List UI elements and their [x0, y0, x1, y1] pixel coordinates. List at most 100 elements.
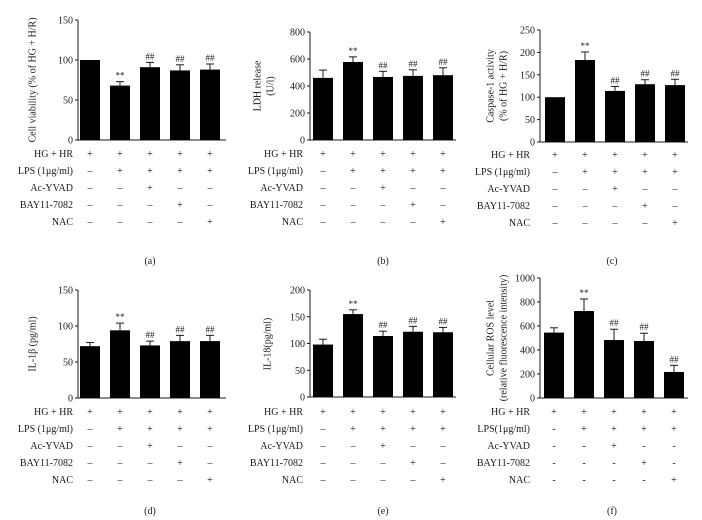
panel-e-condition-sign: – — [320, 441, 327, 452]
panel-d-y-axis-label: IL-1β (pg/ml) — [28, 316, 39, 371]
panel-c-bar-4 — [635, 84, 655, 142]
panel-c-ytick-label-150: 150 — [520, 70, 535, 81]
panel-c-condition-label-lps-1-g-ml: LPS (1μg/ml) — [475, 167, 530, 178]
panel-c-condition-label-ac-yvad: Ac-YVAD — [487, 184, 530, 195]
panel-d-condition-sign: + — [147, 424, 153, 435]
panel-e-condition-sign: + — [440, 424, 446, 435]
panel-c-condition-sign: – — [582, 184, 589, 195]
panel-e-ytick-label-200: 200 — [290, 286, 305, 297]
panel-b-y-axis-label-line-2: (U/l) — [266, 76, 277, 95]
panel-c-condition-sign: – — [582, 201, 589, 212]
panel-f-caption: (f) — [607, 506, 617, 517]
panel-b-significance-4: ## — [409, 59, 419, 69]
panel-c-ytick-label-200: 200 — [520, 48, 535, 59]
panel-d-condition-sign: – — [117, 458, 124, 469]
panel-c-ytick-label-100: 100 — [520, 93, 535, 104]
panel-d-significance-4: ## — [176, 324, 186, 334]
panel-e-condition-sign: + — [350, 424, 356, 435]
panel-f-condition-sign: - — [552, 458, 555, 469]
panel-d-ytick-label-150: 150 — [58, 286, 73, 297]
panel-b: 0 200 400 600 800 LDH release (U/l) ** ## ## ## HG … — [248, 28, 456, 267]
panel-e-condition-label-ac-yvad: Ac-YVAD — [260, 441, 303, 452]
panel-a-condition-sign: – — [207, 200, 214, 211]
panel-e-condition-sign: + — [380, 441, 386, 452]
panel-f-bar-4 — [634, 341, 654, 398]
panel-b-condition-sign: – — [440, 200, 447, 211]
panel-b-ytick-label-0: 0 — [300, 136, 305, 147]
panel-e-condition-sign: – — [380, 475, 387, 486]
panel-f-significance-3: ## — [610, 318, 620, 328]
panel-a-ytick-label-0: 0 — [68, 136, 73, 147]
panel-e-condition-sign: – — [410, 441, 417, 452]
panel-f-condition-label-lps-1-g-ml: LPS(1μg/ml) — [477, 424, 530, 435]
panel-f-condition-sign: - — [552, 424, 555, 435]
panel-e-bar-1 — [313, 344, 333, 397]
panel-c-condition-sign: + — [582, 167, 588, 178]
panel-d-bar-4 — [170, 341, 190, 398]
panel-d-condition-label-ac-yvad: Ac-YVAD — [30, 441, 73, 452]
panel-e-condition-sign: + — [350, 407, 356, 418]
panel-c-condition-sign: + — [642, 150, 648, 161]
panel-c-condition-sign: – — [552, 218, 559, 229]
panel-d-condition-sign: + — [147, 407, 153, 418]
panel-a-significance-4: ## — [176, 54, 186, 64]
panel-a-condition-label-nac: NAC — [52, 217, 73, 228]
panel-c-bar-5 — [665, 85, 685, 142]
panel-d-condition-sign: – — [177, 441, 184, 452]
panel-b-condition-sign: + — [380, 166, 386, 177]
panel-d-condition-sign: + — [207, 407, 213, 418]
panel-a-condition-sign: + — [147, 183, 153, 194]
panel-d-condition-sign: – — [147, 475, 154, 486]
panel-b-condition-sign: + — [350, 166, 356, 177]
panel-d-bar-5 — [200, 341, 220, 398]
panel-b-condition-sign: + — [410, 200, 416, 211]
panel-d-ytick-label-50: 50 — [63, 358, 73, 369]
panel-b-condition-sign: + — [380, 183, 386, 194]
panel-d-condition-sign: + — [147, 441, 153, 452]
panel-c-condition-sign: + — [672, 167, 678, 178]
panel-b-bar-2 — [343, 61, 363, 140]
panel-c-condition-sign: – — [582, 218, 589, 229]
panel-c-y-axis-label: Caspase-1 activity — [486, 49, 497, 123]
panel-d-significance-5: ## — [206, 324, 216, 334]
panel-e-condition-sign: – — [320, 458, 327, 469]
panel-d-condition-label-nac: NAC — [52, 475, 73, 486]
panel-b-condition-sign: + — [440, 166, 446, 177]
panel-b-condition-label-nac: NAC — [282, 217, 303, 228]
panel-d-condition-sign: – — [87, 441, 94, 452]
panel-b-condition-sign: + — [440, 149, 446, 160]
panel-d-condition-sign: – — [117, 475, 124, 486]
panel-d-condition-sign: + — [117, 407, 123, 418]
panel-d-condition-label-lps-1-g-ml: LPS (1μg/ml) — [18, 424, 73, 435]
panel-d-condition-label-hg-hr: HG + HR — [34, 407, 73, 418]
panel-c-bar-3 — [605, 90, 625, 142]
panel-a-ytick-label-100: 100 — [58, 56, 73, 67]
panel-f-condition-sign: - — [552, 475, 555, 486]
panel-d: 0 50 100 150 IL-1β (pg/ml) ** ## ## ## HG + HR + + +… — [18, 286, 226, 517]
panel-d-condition-sign: – — [207, 458, 214, 469]
panel-f-condition-sign: - — [672, 458, 675, 469]
panel-c-condition-sign: + — [612, 150, 618, 161]
panel-b-condition-sign: – — [320, 200, 327, 211]
panel-e-condition-sign: + — [440, 407, 446, 418]
panel-e-condition-label-nac: NAC — [282, 475, 303, 486]
panel-e-condition-sign: – — [320, 424, 327, 435]
panel-e-ytick-label-0: 0 — [300, 393, 305, 404]
panel-a-condition-sign: – — [207, 183, 214, 194]
panel-a-condition-sign: + — [177, 200, 183, 211]
panel-f-y-axis-label: Cellular ROS level — [486, 300, 497, 376]
panel-f-ytick-label-600: 600 — [520, 322, 535, 333]
panel-c-condition-sign: – — [672, 201, 679, 212]
panel-a-condition-label-hg-hr: HG + HR — [34, 149, 73, 160]
panel-f-condition-sign: - — [672, 441, 675, 452]
panel-f-condition-sign: + — [611, 424, 617, 435]
panel-b-y-axis-label: LDH release — [253, 60, 264, 111]
panel-f-condition-label-nac: NAC — [509, 475, 530, 486]
panel-b-condition-sign: + — [410, 166, 416, 177]
panel-a-condition-sign: – — [87, 166, 94, 177]
panel-e-significance-5: ## — [439, 316, 449, 326]
panel-a-condition-sign: – — [147, 217, 154, 228]
panel-b-condition-sign: – — [350, 200, 357, 211]
panel-d-condition-sign: + — [207, 424, 213, 435]
